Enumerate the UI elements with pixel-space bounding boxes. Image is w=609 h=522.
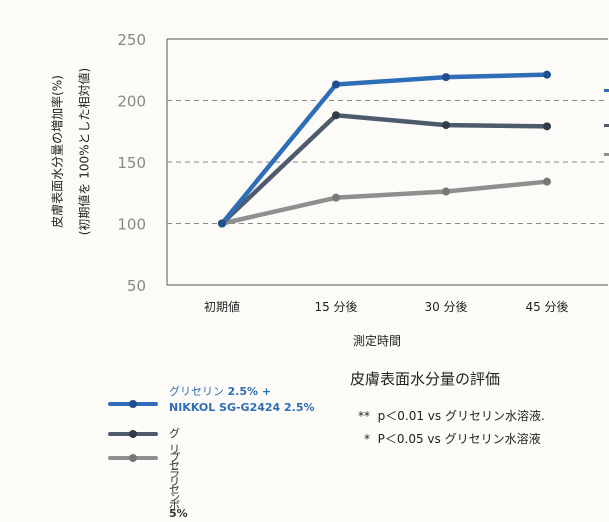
data-point-series-3 (543, 177, 551, 186)
legend-label-glycerin-sg-line2: NIKKOL SG-G2424 2.5% (169, 401, 315, 414)
y-tick-label: 250 (117, 31, 146, 49)
data-point-series-2 (543, 122, 551, 131)
y-tick-label: 150 (117, 154, 146, 172)
y-tick-label: 200 (117, 93, 146, 111)
legend-label-placebo: プラセボ (169, 451, 180, 512)
significance-note-1: ** p＜0.01 vs グリセリン水溶液. (358, 407, 545, 424)
x-tick-label: 初期値 (204, 299, 240, 314)
data-point-series-3 (442, 187, 450, 196)
data-point-series-1 (332, 80, 340, 89)
significance-note-2: * P＜0.05 vs グリセリン水溶液 (364, 430, 541, 447)
legend-marker-icon (129, 454, 137, 462)
legend-swatch-glycerin-sg (108, 400, 158, 408)
legend-swatch-glycerin-5 (108, 430, 158, 438)
significance-mark-2: * (364, 432, 370, 446)
x-axis-title: 測定時間 (353, 334, 402, 348)
significance-mark-1: ** (358, 409, 370, 423)
data-point-series-3 (332, 193, 340, 202)
legend-label-glycerin-sg-prefix: グリセリン (169, 385, 228, 398)
x-tick-label: 45 分後 (525, 300, 568, 314)
y-tick-label: 50 (127, 277, 146, 295)
legend-label-glycerin-sg-amount: 2.5% + (227, 385, 272, 398)
x-tick-label: 15 分後 (314, 300, 357, 314)
significance-text-2: P＜0.05 vs グリセリン水溶液 (377, 432, 541, 446)
data-point-series-2 (332, 111, 340, 120)
series-line-1 (219, 72, 550, 226)
data-point-series-1 (442, 73, 450, 82)
legend-fragment-1 (604, 89, 609, 92)
y-tick-label: 100 (117, 216, 146, 234)
significance-text-1: p＜0.01 vs グリセリン水溶液. (377, 409, 545, 423)
legend-marker-icon (129, 400, 137, 408)
y-axis-subtitle: (初期値を 100%とした相対値) (77, 67, 92, 236)
data-point-series-1 (543, 70, 551, 79)
x-tick-label: 30 分後 (424, 300, 467, 314)
series-line-2 (219, 113, 550, 226)
chart-caption: 皮膚表面水分量の評価 (350, 370, 501, 388)
y-axis-title: 皮膚表面水分量の増加率(%) (50, 75, 65, 228)
line-chart: 50 100 150 200 250 初期値 15 分後 30 分後 45 分後 (117, 31, 609, 314)
data-point-series-2 (442, 121, 450, 130)
legend-swatch-placebo (108, 454, 158, 462)
legend-marker-icon (129, 430, 137, 438)
data-point-series-1 (218, 219, 226, 228)
series-line-3 (219, 179, 550, 226)
legend-fragment-2 (604, 124, 609, 127)
legend-fragment-3 (604, 153, 609, 156)
